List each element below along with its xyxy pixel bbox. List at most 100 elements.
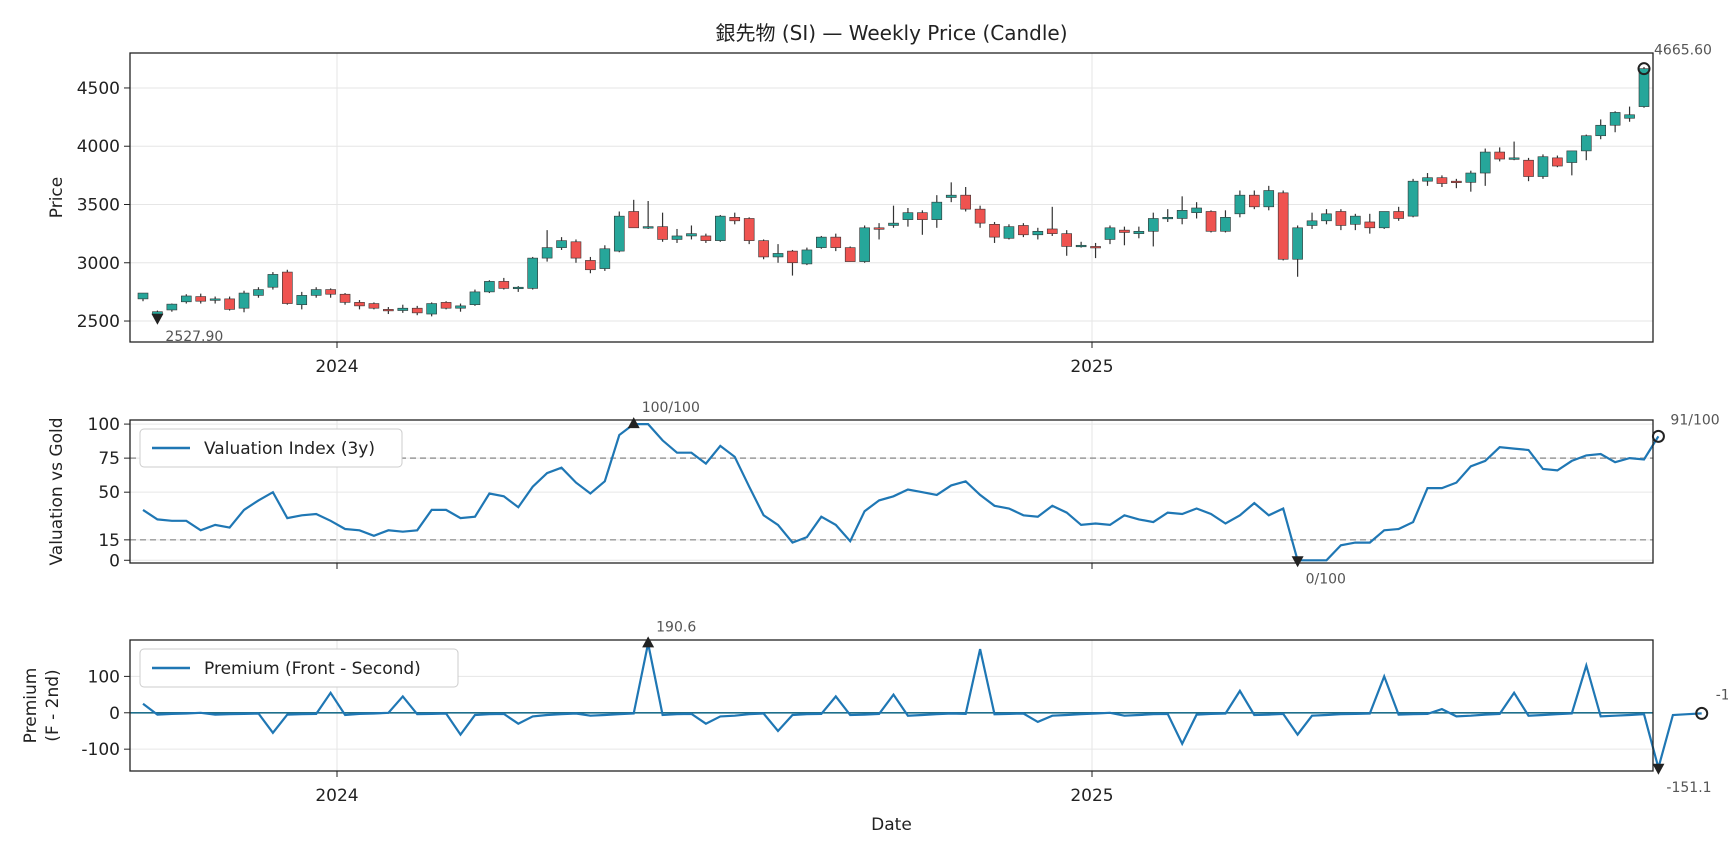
candle-body [844,247,856,262]
candle-body [613,215,625,252]
candle-body [585,260,596,271]
candle-body [1595,124,1607,137]
candle-body [873,227,885,230]
candle-body [1638,68,1650,107]
candle-body [772,253,784,258]
candle-body [628,211,640,229]
candle-body [339,293,351,303]
candle-body [253,289,264,296]
candle-body [426,303,437,315]
candle-body [1364,221,1376,229]
candle-body [282,271,293,304]
panel-2-ytick-label: 100 [88,415,120,435]
panel-2-frame [129,419,1654,564]
premium-last-marker [1695,706,1709,720]
panel-3-ylabel: Premium [21,668,41,744]
candle-body [296,295,308,306]
candle-body [1479,151,1491,174]
candle-body [440,302,452,309]
panel-2-ytick-label: 50 [98,483,120,503]
candle-body [1306,220,1318,226]
panel-2-ytick-label: 0 [109,551,120,571]
valuation-min-label: 0/100 [1306,571,1346,587]
candle-body [1580,135,1592,152]
candle-body [1249,194,1260,208]
candle-body [1046,228,1058,234]
candle-body [1465,172,1477,183]
premium-line [142,643,1702,772]
candle-body [354,302,365,307]
panel-1-frame [129,52,1654,343]
candle-body [325,289,336,295]
candle-body [960,194,971,210]
candle-body [224,298,235,310]
candle-body [1018,225,1029,236]
candle-body [758,240,769,258]
valuation-max-label: 100/100 [642,400,700,416]
price-max-label: 4665.60 [1654,43,1712,59]
candle-body [1277,192,1289,260]
candle-body [267,274,279,288]
candle-body [1263,190,1275,208]
candle-body [1508,157,1520,160]
candle-body [830,236,842,248]
candle-body [1003,226,1015,239]
candle-body [1422,177,1433,182]
candle-body [917,212,928,220]
candle-body [1350,215,1361,225]
candle-body [888,222,899,226]
panel-1-ytick-label: 2500 [77,312,120,332]
premium-min-label: -151.1 [1666,780,1711,796]
candle-body [1090,246,1101,249]
candle-body [1609,112,1621,126]
candle-body [368,303,380,309]
candle-body [671,235,683,240]
valuation-line [142,423,1660,562]
candle-body [599,248,611,269]
panel-1-ylabel: Price [47,177,67,218]
panel-2-legend-label: Valuation Index (3y) [204,439,375,459]
candle-body [455,305,466,309]
candle-body [1523,159,1534,177]
candle-body [715,215,726,241]
candle-body [1292,227,1303,260]
candle-body [484,281,495,293]
panel-2-ytick-label: 15 [98,531,120,551]
panel-3-ytick-label: 0 [109,704,120,724]
candle-body [1436,177,1448,184]
candle-body [1191,207,1202,213]
candle-body [931,201,943,220]
panel-3-xtick-label: 2024 [315,786,358,806]
valuation-min-marker [1291,556,1304,568]
candle-body [1119,229,1130,233]
candle-body [945,194,957,198]
candle-body [1061,233,1072,247]
candle-body [642,226,654,229]
candle-body [1552,157,1563,167]
candle-body [700,235,712,241]
candle-body [1162,217,1174,220]
candle-body [397,307,409,311]
candle-body [787,250,798,264]
panel-3-legend-box [139,648,459,688]
candle-body [180,295,192,303]
candle-body [137,292,149,300]
candle-body [1075,244,1087,248]
candle-body [1176,210,1188,219]
x-axis-label: Date [871,815,912,835]
candle-body [1566,150,1578,163]
candle-body [1494,151,1505,160]
candle-body [238,292,250,309]
candle-body [1537,156,1549,177]
panel-3-legend-label: Premium (Front - Second) [204,659,421,679]
candle-body [383,309,394,312]
panel-1-ytick-label: 3500 [77,195,120,215]
candle-body [527,257,538,289]
price-min-label: 2527.90 [165,329,223,345]
candle-body [1407,180,1419,217]
candle-body [1205,211,1217,232]
panel-1-ytick-label: 4500 [77,79,120,99]
panel-1-xtick-label: 2024 [315,357,358,377]
panel-3-ytick-label: 100 [88,667,120,687]
